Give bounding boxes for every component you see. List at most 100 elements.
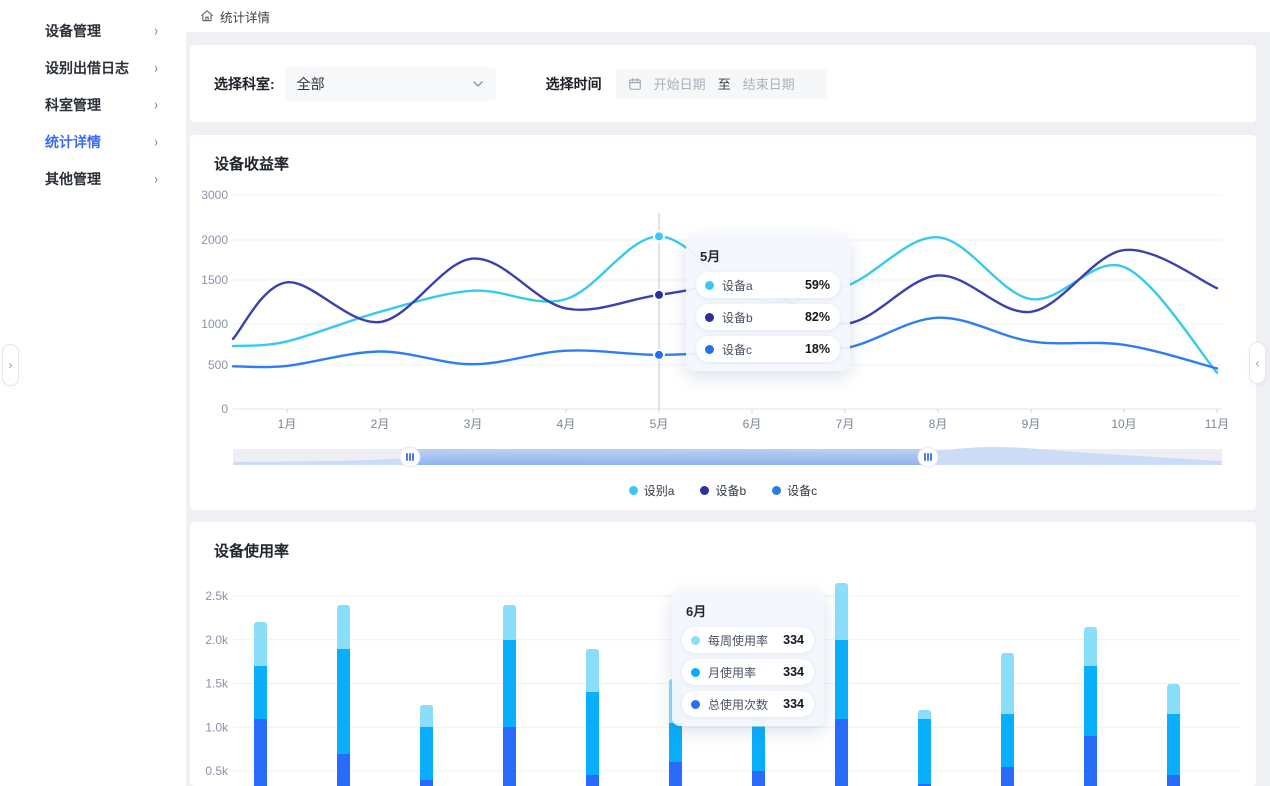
x-axis-label: 9月	[1022, 417, 1041, 431]
y-axis-label: 2000	[201, 233, 228, 247]
stacked-bar-11月[interactable]	[1084, 627, 1097, 786]
sidebar-item-label: 设别出借日志	[45, 58, 129, 78]
usage-chart-tooltip: 6月 每周使用率334月使用率334总使用次数334	[672, 590, 824, 726]
sidebar-item-2[interactable]: 科室管理›	[0, 86, 186, 123]
tooltip-row: 设备a 59%	[696, 272, 840, 298]
legend-item[interactable]: 设备b	[700, 482, 746, 499]
series-dot-icon	[691, 700, 700, 709]
series-dot-icon	[691, 668, 700, 677]
sidebar-item-1[interactable]: 设别出借日志 ›	[0, 49, 186, 86]
tooltip-row: 设备c 18%	[696, 336, 840, 362]
tooltip-row: 每周使用率334	[682, 627, 814, 653]
x-axis-label: 11月	[1205, 417, 1229, 431]
bar-segment	[918, 719, 931, 785]
filter-panel: 选择科室: 全部 选择时间 开始日期 至 结束日期	[190, 45, 1256, 122]
x-axis-label: 6月	[743, 417, 762, 431]
stacked-bar-1月[interactable]	[254, 622, 267, 786]
time-filter-label: 选择时间	[546, 74, 602, 94]
stacked-bar-10月[interactable]	[1001, 653, 1014, 786]
date-separator: 至	[718, 74, 731, 93]
stacked-bar-12月[interactable]	[1167, 684, 1180, 786]
tooltip-row: 月使用率334	[682, 659, 814, 685]
legend-item[interactable]: 设备c	[772, 482, 817, 499]
series-dot-icon	[705, 345, 714, 354]
x-axis-label: 10月	[1111, 417, 1136, 431]
bar-segment	[918, 710, 931, 719]
x-axis-label: 8月	[929, 417, 948, 431]
tooltip-series-value: 334	[769, 633, 804, 647]
sidebar-menu: 设备管理›设别出借日志›科室管理›统计详情›其他管理›	[0, 0, 186, 197]
tooltip-series-name: 月使用率	[708, 664, 756, 681]
y-axis-label: 1.0k	[205, 720, 229, 734]
tooltip-row: 总使用次数334	[682, 691, 814, 717]
bar-segment	[586, 775, 599, 786]
dept-select[interactable]: 全部	[285, 67, 496, 101]
home-icon	[200, 9, 214, 23]
stacked-bar-8月[interactable]	[835, 583, 848, 786]
tooltip-series-name: 每周使用率	[708, 632, 768, 649]
legend-label: 设备c	[787, 482, 817, 499]
stacked-bar-4月[interactable]	[503, 605, 516, 786]
bar-segment	[1001, 767, 1014, 786]
tooltip-series-name: 设备a	[722, 277, 753, 294]
datazoom-handle[interactable]	[918, 447, 938, 467]
bar-segment	[752, 727, 765, 771]
chevron-right-icon: ›	[154, 22, 157, 39]
date-range-picker[interactable]: 开始日期 至 结束日期	[616, 69, 827, 99]
stacked-bar-5月[interactable]	[586, 649, 599, 786]
bar-segment	[835, 583, 848, 640]
sidebar-item-3[interactable]: 统计详情›	[0, 123, 186, 160]
legend-label: 设备b	[715, 482, 746, 499]
bar-segment	[254, 622, 267, 666]
bar-segment	[503, 640, 516, 728]
stacked-bar-9月[interactable]	[918, 710, 931, 786]
chevron-right-icon: ›	[154, 59, 157, 76]
y-axis-label: 1000	[201, 317, 228, 331]
chevron-left-icon: ‹	[1256, 356, 1260, 370]
series-dot-icon	[691, 636, 700, 645]
bar-segment	[835, 719, 848, 786]
datazoom-selection[interactable]	[410, 449, 928, 465]
legend-label: 设别a	[644, 482, 675, 499]
y-axis-label: 2.5k	[205, 589, 229, 603]
chevron-right-icon: ›	[154, 133, 157, 150]
sidebar-expand-button[interactable]: ›	[2, 344, 19, 386]
date-start-input[interactable]: 开始日期	[654, 74, 706, 93]
bar-segment	[1167, 714, 1180, 775]
chevron-down-icon	[472, 78, 484, 90]
date-end-input[interactable]: 结束日期	[743, 74, 795, 93]
tooltip-series-name: 设备c	[722, 341, 752, 358]
bar-segment	[669, 762, 682, 786]
legend-item[interactable]: 设别a	[629, 482, 675, 499]
tooltip-series-value: 59%	[791, 278, 830, 292]
chevron-right-icon: ›	[9, 358, 13, 372]
datazoom-handle[interactable]	[400, 447, 420, 467]
series-dot-icon	[705, 281, 714, 290]
y-axis-label: 1.5k	[205, 677, 229, 691]
sidebar: 设备管理›设别出借日志›科室管理›统计详情›其他管理›	[0, 0, 186, 786]
revenue-chart-card: 设备收益率 300020001500100050001月2月3月4月5月6月7月…	[190, 135, 1256, 510]
data-point-dot	[654, 350, 664, 360]
bar-segment	[586, 692, 599, 775]
bar-segment	[835, 640, 848, 719]
breadcrumb: 统计详情	[186, 0, 1270, 32]
stacked-bar-2月[interactable]	[337, 605, 350, 786]
sidebar-item-label: 其他管理	[45, 169, 101, 189]
tooltip-series-name: 设备b	[722, 309, 753, 326]
bar-segment	[337, 649, 350, 754]
bar-segment	[503, 727, 516, 786]
breadcrumb-title: 统计详情	[220, 7, 270, 26]
tooltip-series-value: 18%	[791, 342, 830, 356]
tooltip-title: 5月	[700, 246, 840, 265]
y-axis-label: 500	[208, 358, 228, 372]
bar-segment	[1001, 714, 1014, 767]
panel-collapse-button[interactable]: ‹	[1249, 342, 1266, 384]
sidebar-item-0[interactable]: 设备管理›	[0, 12, 186, 49]
dept-select-value: 全部	[297, 74, 325, 94]
bar-segment	[1084, 627, 1097, 666]
sidebar-item-4[interactable]: 其他管理›	[0, 160, 186, 197]
x-axis-label: 4月	[557, 417, 576, 431]
usage-chart-card: 设备使用率 2.5k2.0k1.5k1.0k0.5k 6月 每周使用率334月使…	[190, 522, 1256, 786]
stacked-bar-3月[interactable]	[420, 705, 433, 786]
x-axis-label: 2月	[371, 417, 390, 431]
